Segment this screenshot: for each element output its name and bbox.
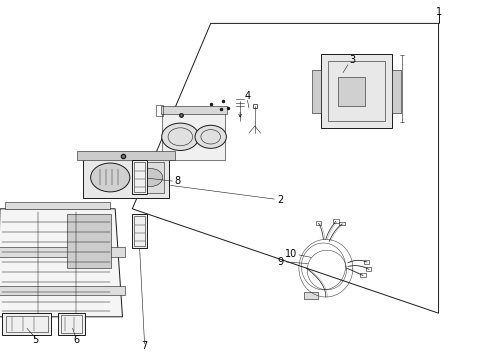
Text: 4: 4 (245, 91, 250, 102)
Bar (5, 202, 110, 209)
Bar (364, 260, 369, 264)
Bar (366, 267, 371, 271)
Bar (83, 157, 169, 198)
Bar (134, 216, 145, 246)
Bar (58, 313, 85, 335)
Bar (2, 313, 51, 335)
Text: 10: 10 (285, 249, 297, 259)
Bar (61, 315, 82, 333)
Bar (6, 316, 48, 332)
Bar (321, 54, 392, 128)
Text: 9: 9 (277, 257, 283, 267)
Bar (0, 286, 125, 295)
Bar (132, 160, 147, 194)
Text: 7: 7 (142, 341, 147, 351)
Bar (162, 113, 225, 160)
Bar (134, 162, 145, 192)
Bar (132, 214, 147, 248)
Bar (312, 70, 321, 113)
Circle shape (91, 163, 130, 192)
Bar (67, 214, 111, 268)
Circle shape (138, 168, 163, 186)
Text: 3: 3 (350, 55, 356, 66)
Text: 6: 6 (73, 335, 79, 345)
Bar (316, 221, 321, 225)
Text: 5: 5 (32, 335, 38, 345)
Bar (77, 151, 175, 160)
Bar (0, 247, 125, 257)
Polygon shape (0, 209, 122, 317)
Bar (338, 77, 365, 106)
Circle shape (195, 125, 226, 148)
Bar (161, 106, 227, 114)
Bar (304, 292, 318, 299)
Text: 1: 1 (436, 6, 441, 17)
Circle shape (162, 123, 199, 150)
Bar (328, 61, 385, 121)
Bar (156, 105, 163, 116)
Bar (339, 222, 345, 225)
Bar (360, 273, 366, 277)
Bar (392, 70, 401, 113)
Bar (333, 219, 339, 223)
Text: 2: 2 (278, 195, 284, 205)
Text: 8: 8 (175, 176, 181, 186)
Bar (137, 162, 164, 193)
